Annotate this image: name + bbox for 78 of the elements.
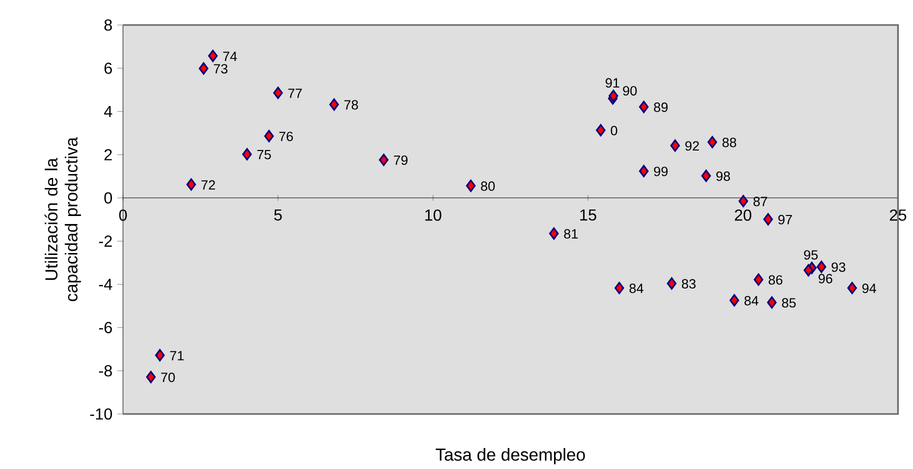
point bbox=[614, 282, 624, 294]
point bbox=[198, 62, 208, 75]
point bbox=[208, 50, 218, 62]
point bbox=[708, 136, 718, 148]
y-tick-label: -2 bbox=[99, 236, 112, 247]
annotation: 80 bbox=[481, 181, 495, 191]
annotation: 73 bbox=[214, 64, 228, 74]
x-axis-title: Tasa de desempleo bbox=[436, 448, 585, 464]
annotation: 92 bbox=[685, 141, 699, 151]
point bbox=[847, 282, 857, 294]
annotation: 83 bbox=[682, 279, 696, 289]
annotation: 94 bbox=[862, 284, 876, 294]
y-tick-label: 8 bbox=[104, 19, 112, 31]
y-tick-label: 0 bbox=[104, 192, 112, 204]
point bbox=[763, 213, 773, 226]
annotation: 88 bbox=[722, 138, 736, 148]
y-tick-label: -6 bbox=[99, 322, 112, 334]
y-tick-label: -4 bbox=[99, 278, 112, 290]
point bbox=[701, 170, 711, 182]
annotation: 96 bbox=[818, 274, 832, 284]
x-tick-label: 5 bbox=[274, 209, 282, 221]
x-tick-label: 20 bbox=[734, 209, 752, 221]
point bbox=[816, 260, 826, 273]
annotation: 0 bbox=[610, 126, 618, 136]
annotation: 74 bbox=[223, 52, 237, 61]
annotation: 85 bbox=[782, 298, 796, 308]
point bbox=[804, 264, 814, 276]
point bbox=[329, 98, 339, 111]
annotation: 72 bbox=[201, 180, 215, 190]
point bbox=[670, 139, 680, 152]
point bbox=[730, 294, 740, 306]
y-tick-label: -8 bbox=[99, 365, 112, 376]
annotation: 98 bbox=[716, 171, 730, 181]
x-tick-label: 15 bbox=[580, 209, 596, 221]
annotation: 97 bbox=[778, 214, 792, 224]
annotation: 91 bbox=[606, 78, 620, 88]
point bbox=[767, 296, 777, 309]
y-tick-label: 4 bbox=[104, 106, 112, 117]
point bbox=[466, 180, 476, 192]
annotation: 87 bbox=[754, 196, 768, 206]
x-tick-label: 10 bbox=[425, 209, 442, 221]
annotation: 75 bbox=[257, 150, 271, 160]
point bbox=[639, 164, 649, 178]
annotation: 89 bbox=[654, 102, 668, 112]
x-tick-label: 0 bbox=[119, 209, 127, 221]
annotation: 84 bbox=[744, 296, 758, 306]
annotation: 86 bbox=[768, 275, 782, 285]
annotation: 84 bbox=[630, 284, 644, 294]
point bbox=[666, 277, 677, 290]
annotation: 93 bbox=[832, 262, 846, 272]
annotation: 90 bbox=[623, 86, 637, 96]
point bbox=[738, 194, 748, 208]
annotation: 95 bbox=[804, 250, 818, 260]
point bbox=[754, 273, 764, 286]
annotation: 79 bbox=[394, 155, 408, 165]
y-tick-label: -10 bbox=[90, 408, 112, 420]
point bbox=[146, 370, 156, 384]
annotation: 76 bbox=[279, 132, 293, 142]
annotation: 81 bbox=[564, 229, 578, 239]
annotation: 78 bbox=[344, 100, 358, 110]
y-axis-title: Utilización de la capacidad productiva bbox=[44, 137, 81, 302]
y-tick-label: 2 bbox=[104, 149, 112, 160]
point bbox=[242, 148, 252, 160]
point bbox=[264, 130, 274, 142]
x-tick-label: 25 bbox=[890, 209, 906, 221]
point bbox=[155, 349, 165, 362]
point bbox=[186, 178, 196, 191]
y-tick-label: 6 bbox=[104, 62, 112, 74]
point bbox=[639, 100, 649, 114]
annotation: 70 bbox=[161, 372, 175, 382]
point bbox=[608, 90, 618, 102]
point bbox=[549, 227, 559, 240]
point bbox=[273, 86, 283, 99]
annotation: 71 bbox=[170, 351, 184, 360]
point bbox=[378, 154, 389, 166]
annotation: 99 bbox=[654, 166, 668, 176]
annotation: 77 bbox=[288, 88, 302, 98]
point bbox=[596, 124, 606, 136]
